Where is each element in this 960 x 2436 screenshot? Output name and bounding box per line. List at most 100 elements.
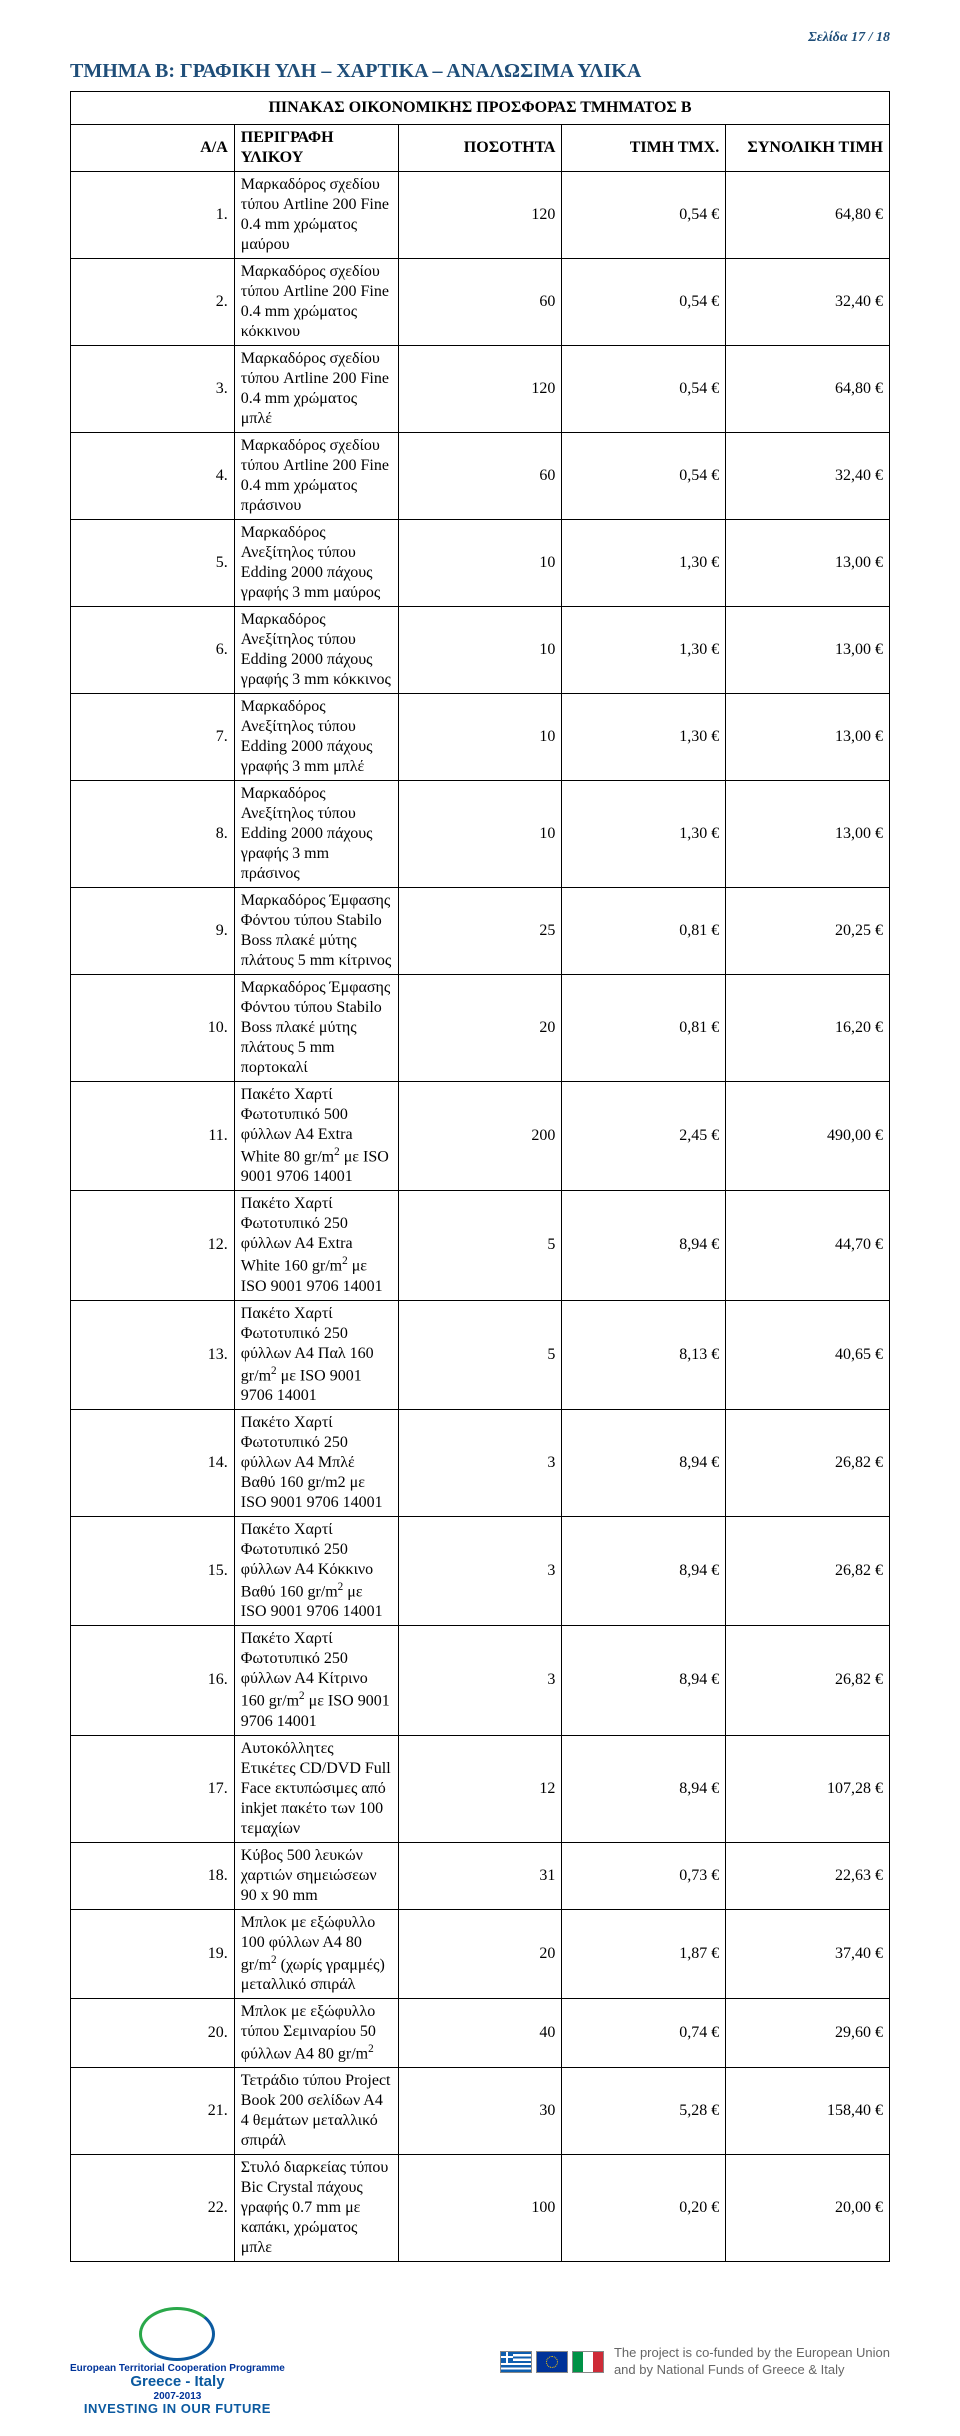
page-footer: European Territorial Cooperation Program… [70, 2307, 890, 2416]
cell-qty: 3 [398, 1516, 562, 1625]
cell-qty: 120 [398, 172, 562, 259]
table-row: 3.Μαρκαδόρος σχεδίου τύπου Artline 200 F… [71, 346, 890, 433]
cell-aa: 22. [71, 2155, 235, 2262]
flags [500, 2351, 604, 2373]
cell-desc: Μαρκαδόρος σχεδίου τύπου Artline 200 Fin… [234, 346, 398, 433]
table-row: 15.Πακέτο Χαρτί Φωτοτυπικό 250 φύλλων Α4… [71, 1516, 890, 1625]
cell-unit: 0,20 € [562, 2155, 726, 2262]
cell-desc: Μαρκαδόρος Έμφασης Φόντου τύπου Stabilo … [234, 888, 398, 975]
cell-desc: Μαρκαδόρος Ανεξίτηλος τύπου Edding 2000 … [234, 607, 398, 694]
cell-unit: 0,54 € [562, 346, 726, 433]
cell-qty: 60 [398, 259, 562, 346]
cell-unit: 8,94 € [562, 1409, 726, 1516]
cell-unit: 1,87 € [562, 1909, 726, 1998]
cell-aa: 8. [71, 781, 235, 888]
cell-desc: Πακέτο Χαρτί Φωτοτυπικό 250 φύλλων Α4 Ex… [234, 1191, 398, 1300]
table-row: 11.Πακέτο Χαρτί Φωτοτυπικό 500 φύλλων Α4… [71, 1082, 890, 1191]
etcp-line2: Greece - Italy [130, 2374, 224, 2391]
cell-aa: 13. [71, 1300, 235, 1409]
header-unit: ΤΙΜΗ ΤΜΧ. [562, 125, 726, 172]
table-caption: ΠΙΝΑΚΑΣ ΟΙΚΟΝΟΜΙΚΗΣ ΠΡΟΣΦΟΡΑΣ ΤΜΗΜΑΤΟΣ Β [71, 92, 890, 125]
cell-unit: 8,94 € [562, 1626, 726, 1735]
cell-qty: 60 [398, 433, 562, 520]
cell-unit: 0,73 € [562, 1842, 726, 1909]
cell-total: 64,80 € [726, 172, 890, 259]
cell-unit: 5,28 € [562, 2068, 726, 2155]
flag-greece-icon [500, 2351, 532, 2373]
header-qty: ΠΟΣΟΤΗΤΑ [398, 125, 562, 172]
cell-aa: 14. [71, 1409, 235, 1516]
cell-qty: 30 [398, 2068, 562, 2155]
cell-desc: Μαρκαδόρος Ανεξίτηλος τύπου Edding 2000 … [234, 520, 398, 607]
cell-aa: 4. [71, 433, 235, 520]
cell-qty: 5 [398, 1300, 562, 1409]
cell-total: 26,82 € [726, 1409, 890, 1516]
cell-unit: 8,94 € [562, 1735, 726, 1842]
cell-total: 490,00 € [726, 1082, 890, 1191]
cell-desc: Μαρκαδόρος Έμφασης Φόντου τύπου Stabilo … [234, 975, 398, 1082]
cell-aa: 9. [71, 888, 235, 975]
etcp-line4: INVESTING IN OUR FUTURE [84, 2402, 271, 2416]
table-row: 13.Πακέτο Χαρτί Φωτοτυπικό 250 φύλλων Α4… [71, 1300, 890, 1409]
cell-unit: 2,45 € [562, 1082, 726, 1191]
table-row: 9.Μαρκαδόρος Έμφασης Φόντου τύπου Stabil… [71, 888, 890, 975]
cell-total: 20,25 € [726, 888, 890, 975]
cell-desc: Τετράδιο τύπου Project Book 200 σελίδων … [234, 2068, 398, 2155]
cell-total: 26,82 € [726, 1626, 890, 1735]
table-row: 18.Κύβος 500 λευκών χαρτιών σημειώσεων 9… [71, 1842, 890, 1909]
etcp-ring-icon [139, 2307, 215, 2361]
cell-qty: 120 [398, 346, 562, 433]
cell-aa: 12. [71, 1191, 235, 1300]
cell-unit: 1,30 € [562, 520, 726, 607]
cell-qty: 10 [398, 781, 562, 888]
cell-unit: 1,30 € [562, 781, 726, 888]
cell-aa: 2. [71, 259, 235, 346]
table-row: 22.Στυλό διαρκείας τύπου Bic Crystal πάχ… [71, 2155, 890, 2262]
cell-unit: 0,81 € [562, 888, 726, 975]
cell-qty: 20 [398, 975, 562, 1082]
etcp-logo: European Territorial Cooperation Program… [70, 2307, 285, 2416]
cell-total: 29,60 € [726, 1998, 890, 2067]
cell-total: 13,00 € [726, 694, 890, 781]
cell-desc: Μαρκαδόρος σχεδίου τύπου Artline 200 Fin… [234, 172, 398, 259]
table-row: 2.Μαρκαδόρος σχεδίου τύπου Artline 200 F… [71, 259, 890, 346]
cell-qty: 12 [398, 1735, 562, 1842]
cell-aa: 21. [71, 2068, 235, 2155]
cell-qty: 10 [398, 607, 562, 694]
flag-italy-icon [572, 2351, 604, 2373]
cell-unit: 1,30 € [562, 694, 726, 781]
cell-aa: 20. [71, 1998, 235, 2067]
price-table: ΠΙΝΑΚΑΣ ΟΙΚΟΝΟΜΙΚΗΣ ΠΡΟΣΦΟΡΑΣ ΤΜΗΜΑΤΟΣ Β… [70, 91, 890, 2262]
table-row: 19.Μπλοκ με εξώφυλλο 100 φύλλων Α4 80 gr… [71, 1909, 890, 1998]
table-row: 17.Αυτοκόλλητες Ετικέτες CD/DVD Full Fac… [71, 1735, 890, 1842]
table-row: 8.Μαρκαδόρος Ανεξίτηλος τύπου Edding 200… [71, 781, 890, 888]
table-row: 7.Μαρκαδόρος Ανεξίτηλος τύπου Edding 200… [71, 694, 890, 781]
cell-total: 158,40 € [726, 2068, 890, 2155]
cell-total: 107,28 € [726, 1735, 890, 1842]
table-row: 16.Πακέτο Χαρτί Φωτοτυπικό 250 φύλλων Α4… [71, 1626, 890, 1735]
cofund-text: The project is co-funded by the European… [614, 2345, 890, 2379]
cell-total: 22,63 € [726, 1842, 890, 1909]
cell-qty: 200 [398, 1082, 562, 1191]
cell-qty: 5 [398, 1191, 562, 1300]
cell-total: 64,80 € [726, 346, 890, 433]
cell-desc: Κύβος 500 λευκών χαρτιών σημειώσεων 90 x… [234, 1842, 398, 1909]
table-row: 12.Πακέτο Χαρτί Φωτοτυπικό 250 φύλλων Α4… [71, 1191, 890, 1300]
cell-desc: Πακέτο Χαρτί Φωτοτυπικό 250 φύλλων Α4 Κό… [234, 1516, 398, 1625]
section-title: ΤΜΗΜΑ Β: ΓΡΑΦΙΚΗ ΥΛΗ – ΧΑΡΤΙΚΑ – ΑΝΑΛΩΣΙ… [70, 60, 890, 83]
cell-total: 13,00 € [726, 607, 890, 694]
cell-unit: 8,94 € [562, 1191, 726, 1300]
cell-aa: 18. [71, 1842, 235, 1909]
cell-qty: 10 [398, 520, 562, 607]
cell-qty: 20 [398, 1909, 562, 1998]
cell-desc: Πακέτο Χαρτί Φωτοτυπικό 250 φύλλων Α4 Πα… [234, 1300, 398, 1409]
cell-desc: Μαρκαδόρος σχεδίου τύπου Artline 200 Fin… [234, 433, 398, 520]
flag-eu-icon [536, 2351, 568, 2373]
table-row: 21.Τετράδιο τύπου Project Book 200 σελίδ… [71, 2068, 890, 2155]
cell-aa: 11. [71, 1082, 235, 1191]
header-aa: Α/Α [71, 125, 235, 172]
cell-total: 26,82 € [726, 1516, 890, 1625]
cofund-line1: The project is co-funded by the European… [614, 2345, 890, 2362]
cofund-block: The project is co-funded by the European… [500, 2345, 890, 2379]
header-total: ΣΥΝΟΛΙΚΗ ΤΙΜΗ [726, 125, 890, 172]
